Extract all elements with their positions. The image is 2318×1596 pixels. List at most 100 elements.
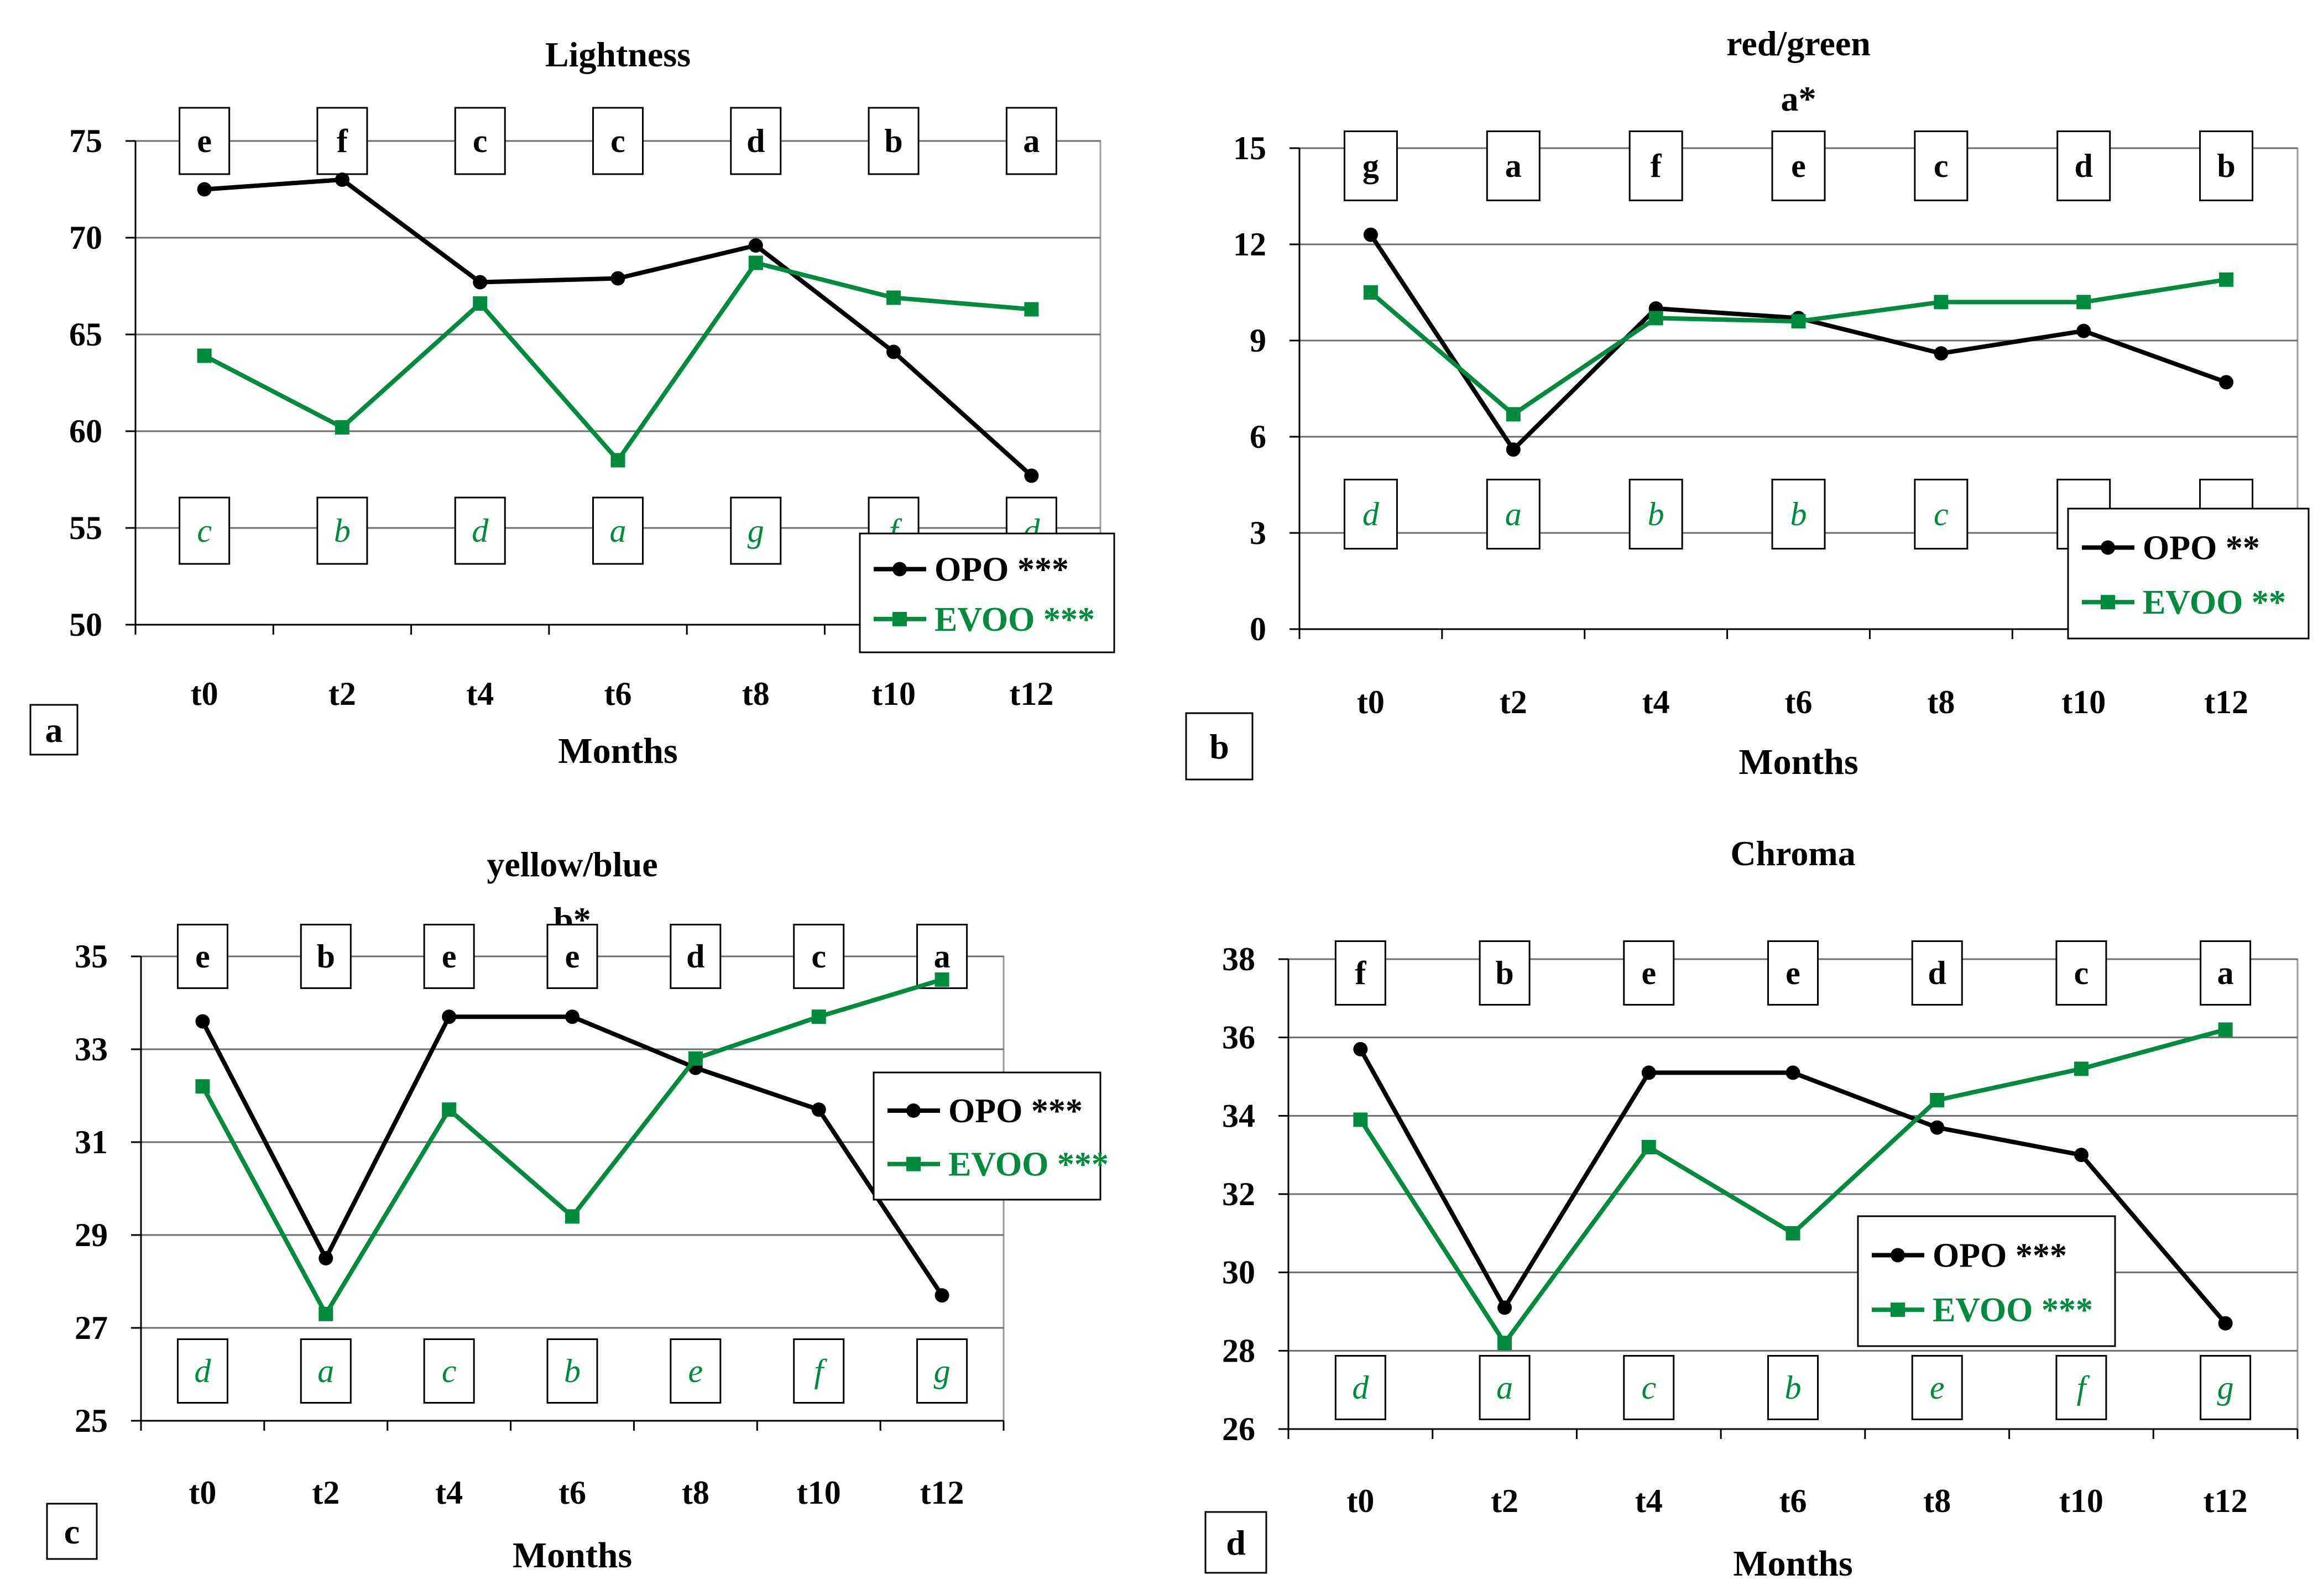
evoo-group-letter-box: [1343, 479, 1398, 550]
data-point-evoo: [811, 1009, 826, 1024]
evoo-group-letter: d: [472, 512, 489, 549]
opo-group-letter-box: [1486, 130, 1541, 201]
data-point-opo: [2076, 323, 2091, 338]
x-tick-label: t12: [1009, 676, 1053, 712]
legend-box: [859, 532, 1115, 653]
evoo-group-letter: g: [934, 1353, 951, 1389]
opo-group-letter-box: [300, 924, 352, 989]
data-point-opo: [442, 1009, 457, 1024]
panel-label: c: [64, 1512, 80, 1551]
x-tick-label: t10: [797, 1474, 841, 1511]
series-line-evoo: [200, 977, 943, 1316]
y-tick-label: 55: [69, 510, 102, 546]
data-point-evoo: [934, 972, 949, 987]
evoo-group-letter-box: [1767, 1355, 1819, 1420]
opo-group-letter: a: [1023, 123, 1040, 159]
y-tick-label: 65: [69, 316, 102, 353]
data-point-evoo: [748, 255, 763, 270]
evoo-group-letter-box: [730, 496, 782, 565]
legend-label: EVOO ***: [934, 601, 1095, 639]
y-tick-label: 29: [75, 1217, 108, 1253]
chart-subtitle: a*: [1781, 79, 1816, 118]
opo-group-letter-box: [546, 924, 598, 989]
opo-group-letter: d: [2075, 148, 2093, 184]
x-tick-label: t4: [466, 676, 494, 712]
legend-label: OPO **: [2143, 530, 2260, 567]
x-axis-label: Months: [513, 1535, 632, 1576]
chart-title: yellow/blue: [487, 845, 657, 884]
x-tick-label: t8: [742, 676, 770, 712]
y-tick-label: 38: [1222, 941, 1255, 977]
opo-group-letter: b: [2217, 148, 2235, 184]
panel-label: d: [1226, 1523, 1246, 1562]
data-point-opo: [1363, 227, 1378, 242]
x-tick-label: t0: [189, 1474, 216, 1511]
evoo-group-letter: a: [1505, 496, 1522, 532]
evoo-group-letter-box: [176, 1338, 228, 1404]
y-tick-label: 26: [1222, 1411, 1255, 1447]
opo-group-letter-box: [793, 924, 845, 989]
opo-group-letter-box: [2200, 940, 2252, 1006]
x-tick-label: t6: [1779, 1483, 1807, 1519]
chart-panel-d: 26 28 30 32 34 36 38 t0 t2 t4 t6 t8 t10 t12 Chroma Mont…: [1204, 834, 2299, 1584]
x-tick-label: t10: [871, 676, 916, 712]
opo-group-letter: e: [1791, 148, 1806, 184]
evoo-group-letter: e: [688, 1353, 703, 1389]
series-line-opo: [1369, 233, 2227, 452]
data-point-opo: [195, 1014, 210, 1029]
evoo-group-letter-box: [2200, 1355, 2252, 1420]
opo-group-letter: a: [934, 938, 951, 975]
evoo-group-letter-box: [1911, 1355, 1963, 1420]
opo-group-letter-box: [2199, 130, 2254, 201]
data-point-opo: [319, 1251, 333, 1265]
evoo-group-letter: a: [610, 512, 627, 549]
opo-group-letter-box: [316, 107, 368, 175]
series-line-evoo: [1369, 277, 2227, 417]
legend: OPO *** EVOO ***: [859, 532, 1115, 653]
data-point-opo: [197, 182, 212, 197]
data-point-evoo: [1641, 1140, 1656, 1154]
data-point-opo: [748, 238, 763, 253]
opo-group-letter-box: [1911, 940, 1963, 1006]
legend-marker: [2101, 540, 2115, 555]
opo-group-letter: e: [195, 938, 210, 975]
x-tick-label: t6: [1785, 684, 1813, 720]
x-tick-label: t4: [1642, 684, 1670, 720]
data-point-evoo: [1648, 311, 1663, 326]
x-tick-label: t0: [1346, 1483, 1374, 1519]
evoo-group-letter: a: [1496, 1369, 1513, 1406]
evoo-group-letter: b: [1785, 1369, 1802, 1406]
evoo-group-letter: a: [317, 1353, 334, 1389]
y-tick-label: 75: [69, 123, 102, 159]
x-tick-label: t10: [2061, 684, 2106, 720]
y-tick-label: 0: [1250, 611, 1266, 647]
data-point-evoo: [1506, 407, 1521, 422]
data-point-evoo: [1791, 314, 1806, 329]
opo-group-letter-box: [1771, 130, 1826, 201]
opo-group-letter-box: [1914, 130, 1969, 201]
legend-label: OPO ***: [948, 1092, 1083, 1130]
opo-group-letter: e: [565, 938, 580, 975]
data-point-evoo: [1930, 1093, 1945, 1107]
legend-marker: [906, 1103, 921, 1118]
legend: OPO ** EVOO **: [2067, 507, 2310, 640]
evoo-group-letter: b: [334, 512, 351, 549]
y-tick-label: 9: [1250, 322, 1266, 359]
panel-label: a: [45, 710, 63, 750]
evoo-group-letter-box: [916, 1338, 968, 1404]
y-tick-label: 34: [1222, 1097, 1255, 1134]
legend-marker: [892, 611, 907, 626]
data-point-opo: [473, 275, 488, 290]
x-axis-label: Months: [1733, 1543, 1852, 1584]
data-point-evoo: [1934, 295, 1949, 310]
chart-title: Chroma: [1730, 834, 1855, 873]
opo-group-letter-box: [868, 107, 920, 175]
data-point-evoo: [1353, 1112, 1368, 1127]
data-point-evoo: [195, 1079, 210, 1094]
opo-group-letter: c: [811, 938, 826, 975]
legend-label: EVOO **: [2143, 584, 2286, 621]
data-point-evoo: [473, 296, 488, 311]
opo-group-letter-box: [176, 924, 228, 989]
data-point-evoo: [1363, 285, 1378, 300]
legend-label: EVOO ***: [948, 1146, 1109, 1184]
